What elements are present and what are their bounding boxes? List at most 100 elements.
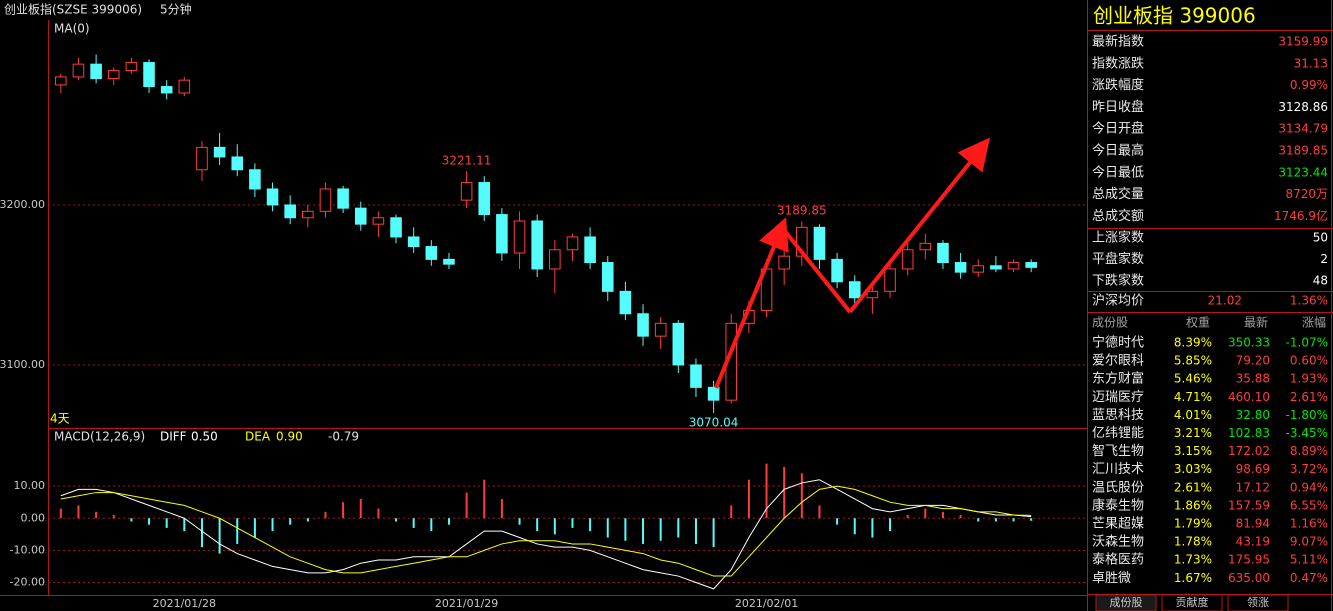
tab[interactable] — [1095, 594, 1157, 611]
stat-value: 50 — [1313, 231, 1328, 245]
candle-body — [972, 265, 985, 273]
macd-bar — [271, 518, 274, 532]
candle-body — [707, 386, 720, 401]
table-cell: 康泰生物 — [1092, 497, 1144, 513]
macd-bar — [500, 498, 503, 519]
macd-bar — [518, 518, 521, 525]
extreme-label: 3221.11 — [442, 154, 492, 168]
extreme-label: 3070.04 — [689, 415, 739, 429]
candle-body — [55, 76, 67, 86]
table-cell: 0.60% — [1290, 354, 1328, 368]
stat-value: 48 — [1313, 274, 1328, 288]
macd-bar — [677, 518, 680, 538]
table-cell: 460.10 — [1228, 390, 1270, 404]
candle-body — [619, 290, 632, 315]
stat-label: 今日最高 — [1092, 143, 1144, 159]
macd-bar — [765, 463, 768, 519]
stat-label: 指数涨跌 — [1092, 55, 1144, 71]
table-cell: 1.93% — [1290, 372, 1328, 386]
tab-label[interactable]: 贡献度 — [1176, 595, 1209, 609]
candle-body — [72, 63, 85, 78]
table-cell: 9.07% — [1290, 535, 1328, 549]
table-cell: 2.61% — [1174, 480, 1212, 494]
table-header: 涨幅 — [1302, 315, 1326, 330]
candle-body — [302, 210, 314, 219]
macd-bar — [571, 518, 574, 528]
macd-bar — [253, 518, 256, 538]
candle-body — [107, 70, 120, 80]
stat-value: 3134.79 — [1278, 122, 1328, 136]
table-cell: 爱尔眼科 — [1092, 354, 1144, 369]
table-cell: 175.95 — [1228, 553, 1270, 567]
macd-title[interactable]: MACD(12,26,9) — [54, 430, 145, 444]
table-cell: 635.00 — [1228, 571, 1270, 585]
candle-body — [443, 258, 455, 265]
candle-body — [178, 79, 191, 94]
macd-bar — [483, 479, 486, 519]
candle-body — [354, 207, 367, 225]
table-cell: 32.80 — [1236, 408, 1270, 422]
macd-bar — [977, 518, 980, 522]
toolbar-title[interactable]: 创业板指(SZSE 399006) — [4, 2, 142, 17]
candle-body — [919, 242, 932, 251]
stat-value: 1.36% — [1290, 294, 1328, 308]
legend-value: -0.79 — [328, 430, 359, 444]
candle-body — [425, 246, 438, 260]
macd-bar — [236, 518, 239, 544]
table-cell: 亿纬锂能 — [1092, 426, 1144, 441]
macd-bar — [359, 498, 362, 519]
candle-body — [390, 217, 402, 238]
table-cell: 1.73% — [1174, 553, 1212, 567]
macd-bar — [112, 515, 115, 519]
macd-bar — [624, 518, 627, 541]
sidebar: 最新指数 3159.99 指数涨跌 31.13 涨跌幅度 0.99% 昨日收盘 3128.86… — [1092, 34, 1328, 611]
table-cell: 3.21% — [1174, 426, 1212, 440]
macd-bar — [430, 518, 433, 532]
macd-bar — [1012, 518, 1015, 522]
table-cell: 3.03% — [1174, 462, 1212, 476]
y-tick-label: 10.00 — [14, 479, 46, 492]
candle-body — [813, 226, 826, 260]
tab-label[interactable]: 领涨 — [1247, 596, 1269, 609]
y-tick-label: -10.00 — [10, 543, 45, 556]
tab[interactable] — [1161, 594, 1223, 611]
tab-label[interactable]: 成份股 — [1110, 596, 1143, 609]
candle-body — [778, 255, 790, 270]
tab[interactable] — [1227, 594, 1289, 611]
candle-body — [513, 220, 526, 254]
table-cell: 81.94 — [1236, 517, 1270, 531]
table-header: 最新 — [1244, 315, 1268, 330]
macd-bar — [183, 518, 186, 532]
candle-body — [690, 364, 702, 388]
macd-bar — [747, 479, 750, 519]
macd-bar — [941, 511, 944, 519]
table-cell: 6.55% — [1290, 498, 1328, 512]
stat-label: 今日开盘 — [1092, 121, 1144, 137]
stat-label: 下跌家数 — [1092, 273, 1144, 289]
candle-body — [584, 236, 596, 264]
period-selector[interactable]: 5分钟 — [160, 2, 192, 17]
macd-bar — [783, 466, 786, 519]
table-cell: 3.72% — [1290, 462, 1328, 476]
macd-bar — [553, 518, 556, 535]
table-cell: 温氏股份 — [1092, 480, 1144, 495]
table-cell: 4.71% — [1174, 390, 1212, 404]
table-cell: -3.45% — [1286, 426, 1328, 440]
macd-bar — [818, 505, 821, 519]
macd-bar — [395, 518, 398, 522]
candle-body — [1025, 262, 1037, 268]
table-cell: -1.80% — [1286, 408, 1328, 422]
table-cell: 迈瑞医疗 — [1092, 390, 1144, 405]
stat-value: 31.13 — [1294, 56, 1328, 70]
macd-bar — [800, 473, 803, 519]
candle-body — [213, 146, 226, 158]
candle-body — [496, 214, 508, 254]
candle-body — [196, 146, 208, 171]
indicator-label[interactable]: MA(0) — [54, 22, 90, 36]
macd-bar — [889, 518, 892, 532]
table-cell: 5.11% — [1290, 553, 1328, 567]
macd-bar — [836, 518, 839, 525]
candle-body — [866, 290, 879, 299]
stat-label: 昨日收盘 — [1092, 99, 1144, 115]
candle-body — [90, 63, 102, 80]
